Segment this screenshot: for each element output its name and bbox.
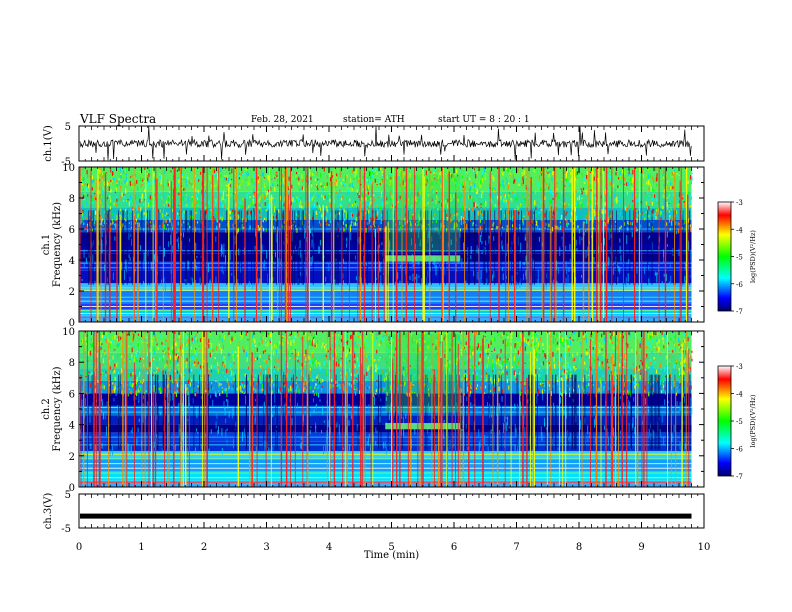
ch3-waveform-ytick-label: 5 bbox=[65, 490, 71, 501]
ch3-waveform-trace bbox=[80, 513, 692, 519]
ch1-spectrogram-ytick-label: 10 bbox=[62, 163, 75, 174]
ch3-waveform-ylabel: ch.3(V) bbox=[43, 493, 54, 530]
ch2-spectrogram-image bbox=[80, 331, 693, 487]
xtick-label: 7 bbox=[513, 542, 519, 553]
ch2-spectrogram-ytick-label: 8 bbox=[69, 358, 75, 369]
xtick-label: 0 bbox=[76, 542, 82, 553]
ch1-waveform-ylabel: ch.1(V) bbox=[43, 125, 54, 162]
xtick-label: 4 bbox=[326, 542, 332, 553]
ch1-spectrogram-ytick-label: 4 bbox=[69, 256, 75, 267]
ch2-spectrogram-ytick-label: 6 bbox=[69, 389, 75, 400]
ch1-spectrogram-ytick-label: 8 bbox=[69, 194, 75, 205]
xtick-label: 8 bbox=[576, 542, 582, 553]
xtick-label: 6 bbox=[451, 542, 457, 553]
xtick-label: 10 bbox=[698, 542, 711, 553]
ch1-waveform-ytick-label: -5 bbox=[61, 157, 71, 168]
ch2-spectrogram-ytick-label: 10 bbox=[62, 327, 75, 338]
ch2-spectrogram-ytick-label: 0 bbox=[69, 483, 75, 494]
header-start-ut: start UT = 8 : 20 : 1 bbox=[438, 115, 530, 125]
xtick-label: 5 bbox=[388, 542, 394, 553]
ch2-spectrogram-colorbar-tick: -7 bbox=[736, 473, 743, 481]
ch1-spectrogram-ylabel: ch.1Frequency (kHz) bbox=[41, 202, 63, 287]
ch3-waveform-ytick-label: -5 bbox=[61, 524, 71, 535]
ch2-spectrogram-colorbar-tick: -4 bbox=[736, 391, 743, 399]
xtick-label: 2 bbox=[201, 542, 207, 553]
ch1-spectrogram-colorbar-label: log(PSD)(V²/Hz) bbox=[749, 230, 757, 283]
ch1-spectrogram-image bbox=[79, 167, 693, 322]
ch1-spectrogram-ytick-label: 2 bbox=[69, 287, 75, 298]
xtick-label: 1 bbox=[138, 542, 144, 553]
ch1-spectrogram-colorbar-tick: -7 bbox=[736, 308, 743, 316]
ch1-spectrogram-colorbar bbox=[717, 201, 732, 312]
figure-title: VLF Spectra bbox=[80, 112, 157, 126]
ch1-spectrogram-colorbar-tick: -4 bbox=[736, 226, 743, 234]
ch2-spectrogram-colorbar-tick: -5 bbox=[736, 418, 743, 426]
xtick-label: 9 bbox=[638, 542, 644, 553]
ch2-spectrogram-colorbar-tick: -3 bbox=[736, 363, 743, 371]
ch2-spectrogram-ylabel: ch.2Frequency (kHz) bbox=[41, 366, 63, 451]
xtick-label: 3 bbox=[263, 542, 269, 553]
ch1-spectrogram-ytick-label: 6 bbox=[69, 225, 75, 236]
ch2-spectrogram-colorbar-tick: -6 bbox=[736, 446, 743, 454]
ch1-spectrogram-colorbar-tick: -5 bbox=[736, 254, 743, 262]
ch2-spectrogram-ytick-label: 4 bbox=[69, 421, 75, 432]
ch2-spectrogram-colorbar-label: log(PSD)(V²/Hz) bbox=[749, 394, 757, 447]
header-station: station= ATH bbox=[343, 115, 405, 125]
ch2-spectrogram-colorbar bbox=[717, 365, 732, 477]
ch1-spectrogram-colorbar-tick: -6 bbox=[736, 281, 743, 289]
ch1-spectrogram-colorbar-tick: -3 bbox=[736, 199, 743, 207]
ch2-spectrogram-ytick-label: 2 bbox=[69, 452, 75, 463]
ch1-waveform-ytick-label: 5 bbox=[65, 122, 71, 133]
header-date: Feb. 28, 2021 bbox=[251, 115, 314, 125]
ch1-spectrogram-ytick-label: 0 bbox=[69, 318, 75, 329]
ch1-waveform-trace bbox=[79, 126, 692, 161]
x-axis-label: Time (min) bbox=[364, 550, 419, 561]
